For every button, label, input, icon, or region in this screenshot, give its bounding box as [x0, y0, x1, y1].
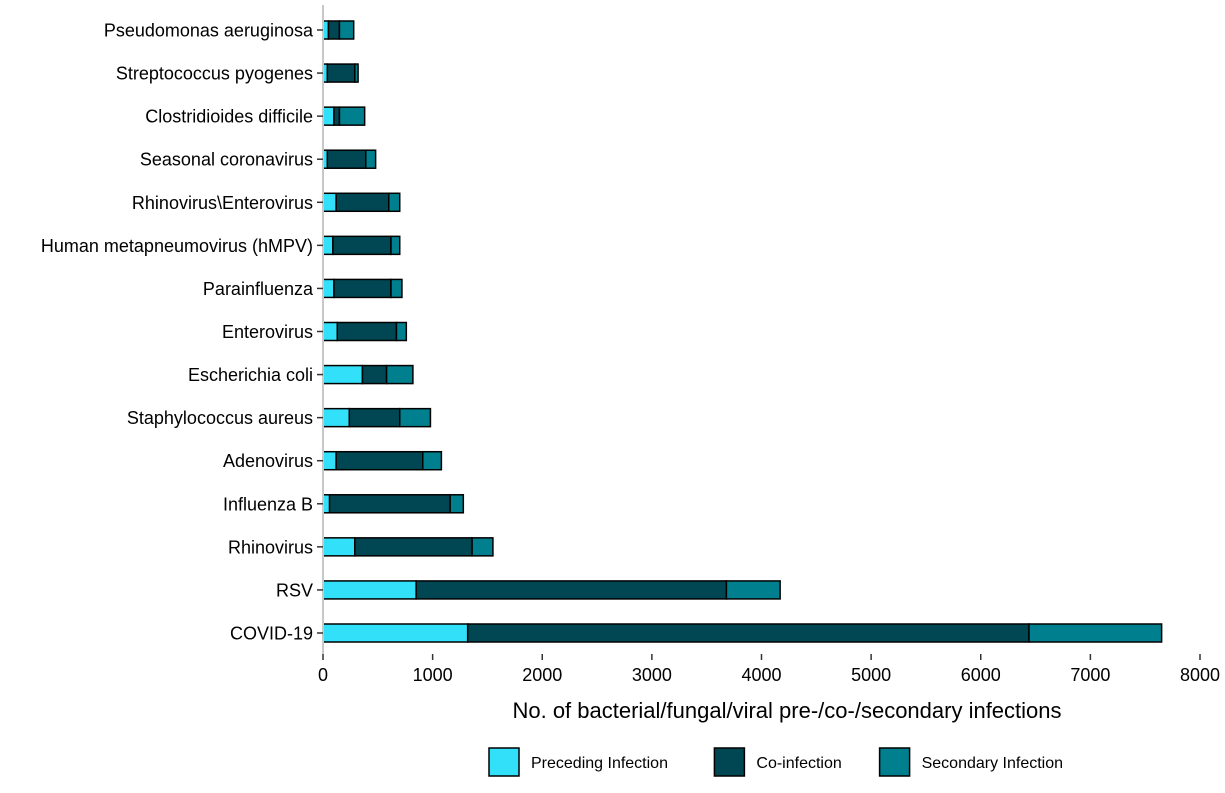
- bar-segment-3-11: [422, 450, 443, 471]
- bar-segment-1-7: [322, 278, 335, 299]
- bar-segment-1-8: [322, 321, 339, 342]
- x-tick-label-7: 6000: [961, 665, 1001, 685]
- x-tick-label-6: 5000: [851, 665, 891, 685]
- bar-segment-3-10: [398, 407, 432, 428]
- y-tick-label-9: Escherichia coli: [188, 365, 313, 385]
- bar-segment-1-3: [322, 106, 335, 126]
- x-tick-label-8: 7000: [1070, 665, 1110, 685]
- x-tick-label-2: 1000: [413, 665, 453, 685]
- bar-segment-3-1: [338, 20, 355, 40]
- legend-swatch-3: [878, 747, 911, 777]
- legend-label-3: Secondary Infection: [922, 755, 1063, 772]
- legend: Preceding Infection Co-infection Secondary…: [488, 747, 1063, 777]
- bar-segment-2-8: [336, 321, 398, 342]
- bar-segment-2-12: [328, 494, 451, 514]
- y-tick-label-2: Streptococcus pyogenes: [116, 64, 313, 84]
- bar-segment-2-7: [333, 278, 392, 299]
- y-tick-label-6: Human metapneumovirus (hMPV): [41, 236, 313, 256]
- x-tick-label-4: 3000: [632, 665, 672, 685]
- y-tick-label-15: COVID-19: [230, 624, 313, 644]
- bar-segment-1-6: [322, 235, 334, 256]
- bar-segment-2-9: [361, 364, 388, 385]
- bar-segment-2-10: [348, 407, 401, 428]
- bar-segment-3-4: [365, 149, 377, 169]
- y-tick-label-10: Staphylococcus aureus: [127, 408, 313, 428]
- bar-segment-2-5: [335, 192, 390, 213]
- legend-swatch-1: [488, 747, 520, 777]
- legend-label-2: Co-infection: [756, 755, 841, 772]
- x-tick-label-5: 4000: [741, 665, 781, 685]
- x-tick-label-3: 2000: [522, 665, 562, 685]
- legend-swatch-2: [713, 747, 746, 777]
- y-tick-label-11: Adenovirus: [223, 451, 313, 471]
- y-tick-label-1: Pseudomonas aeruginosa: [104, 21, 314, 41]
- legend-label-1: Preceding Infection: [531, 755, 668, 772]
- y-tick-label-8: Enterovirus: [222, 322, 313, 342]
- bar-segment-3-7: [390, 278, 403, 299]
- bar-segment-2-4: [326, 149, 367, 169]
- bar-segment-2-15: [466, 623, 1030, 643]
- bar-segment-3-3: [338, 106, 366, 126]
- bar-segment-2-6: [332, 235, 392, 256]
- y-tick-label-3: Clostridioides difficile: [145, 107, 313, 127]
- bar-segment-3-9: [385, 364, 414, 385]
- bar-segment-3-6: [390, 235, 401, 256]
- bar-segment-2-11: [335, 450, 424, 471]
- y-tick-label-4: Seasonal coronavirus: [140, 150, 313, 170]
- bar-segment-1-11: [322, 450, 337, 471]
- y-tick-label-7: Parainfluenza: [203, 279, 314, 299]
- bars-layer: [322, 20, 1163, 643]
- y-tick-label-5: Rhinovirus\Enterovirus: [132, 193, 313, 213]
- bar-segment-3-14: [725, 580, 781, 600]
- bar-segment-1-5: [322, 192, 337, 213]
- bar-segment-3-13: [471, 537, 494, 557]
- bar-segment-3-5: [388, 192, 401, 213]
- bar-segment-2-1: [327, 20, 341, 40]
- bar-segment-2-2: [326, 63, 356, 83]
- bar-segment-1-10: [322, 407, 351, 428]
- bar-segment-3-8: [395, 321, 408, 342]
- bar-segment-1-14: [322, 580, 417, 600]
- bar-segment-1-15: [322, 623, 469, 643]
- bar-segment-1-13: [322, 537, 356, 557]
- bar-segment-1-9: [322, 364, 364, 385]
- bar-segment-2-13: [354, 537, 473, 557]
- y-tick-label-14: RSV: [276, 580, 313, 600]
- bar-segment-3-2: [354, 63, 359, 83]
- y-tick-label-12: Influenza B: [223, 494, 313, 514]
- x-axis-title: No. of bacterial/fungal/viral pre-/co-/s…: [512, 698, 1061, 723]
- y-tick-label-13: Rhinovirus: [228, 537, 313, 557]
- x-tick-label-9: 8000: [1180, 665, 1220, 685]
- axes-layer: Pseudomonas aeruginosa Streptococcus pyog…: [41, 5, 1220, 685]
- x-tick-label-1: 0: [318, 665, 328, 685]
- bar-segment-3-12: [449, 494, 465, 514]
- bar-segment-2-3: [333, 106, 341, 126]
- bar-segment-2-14: [415, 580, 728, 600]
- bar-segment-3-15: [1028, 623, 1163, 643]
